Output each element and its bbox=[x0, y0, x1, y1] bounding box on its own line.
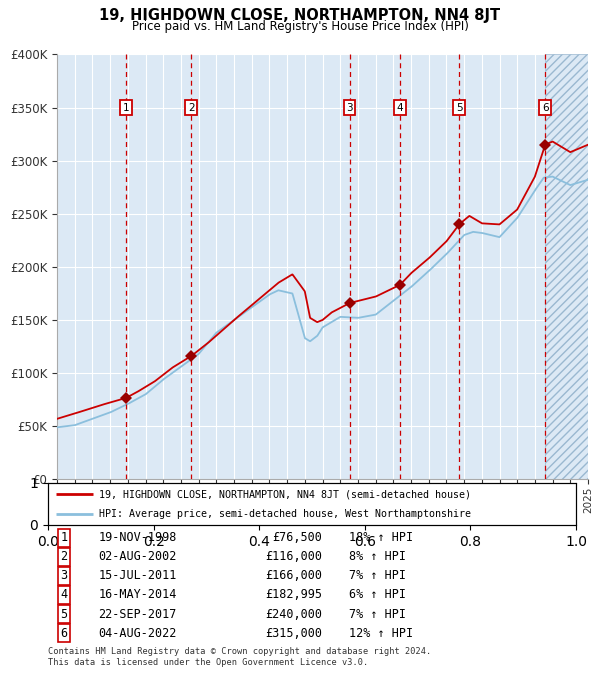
Text: 15-JUL-2011: 15-JUL-2011 bbox=[98, 569, 176, 583]
Text: 16-MAY-2014: 16-MAY-2014 bbox=[98, 588, 176, 602]
Text: 12% ↑ HPI: 12% ↑ HPI bbox=[349, 626, 413, 640]
Text: £116,000: £116,000 bbox=[266, 550, 323, 564]
Text: Contains HM Land Registry data © Crown copyright and database right 2024.: Contains HM Land Registry data © Crown c… bbox=[48, 647, 431, 656]
Text: 2: 2 bbox=[60, 550, 67, 564]
Text: £182,995: £182,995 bbox=[266, 588, 323, 602]
Text: 19, HIGHDOWN CLOSE, NORTHAMPTON, NN4 8JT: 19, HIGHDOWN CLOSE, NORTHAMPTON, NN4 8JT bbox=[100, 8, 500, 23]
Text: 02-AUG-2002: 02-AUG-2002 bbox=[98, 550, 176, 564]
Text: 1: 1 bbox=[60, 531, 67, 545]
Text: 6% ↑ HPI: 6% ↑ HPI bbox=[349, 588, 406, 602]
Text: £315,000: £315,000 bbox=[266, 626, 323, 640]
Text: Price paid vs. HM Land Registry's House Price Index (HPI): Price paid vs. HM Land Registry's House … bbox=[131, 20, 469, 33]
Text: 04-AUG-2022: 04-AUG-2022 bbox=[98, 626, 176, 640]
Text: 3: 3 bbox=[60, 569, 67, 583]
Text: HPI: Average price, semi-detached house, West Northamptonshire: HPI: Average price, semi-detached house,… bbox=[99, 509, 471, 519]
Text: 19, HIGHDOWN CLOSE, NORTHAMPTON, NN4 8JT (semi-detached house): 19, HIGHDOWN CLOSE, NORTHAMPTON, NN4 8JT… bbox=[99, 489, 471, 499]
Text: 7% ↑ HPI: 7% ↑ HPI bbox=[349, 607, 406, 621]
Text: 7% ↑ HPI: 7% ↑ HPI bbox=[349, 569, 406, 583]
Text: 1: 1 bbox=[122, 103, 129, 112]
Text: 8% ↑ HPI: 8% ↑ HPI bbox=[349, 550, 406, 564]
Text: £166,000: £166,000 bbox=[266, 569, 323, 583]
Text: 22-SEP-2017: 22-SEP-2017 bbox=[98, 607, 176, 621]
Text: 19-NOV-1998: 19-NOV-1998 bbox=[98, 531, 176, 545]
Text: This data is licensed under the Open Government Licence v3.0.: This data is licensed under the Open Gov… bbox=[48, 658, 368, 667]
Text: 3: 3 bbox=[346, 103, 353, 112]
Text: 5: 5 bbox=[60, 607, 67, 621]
Text: 4: 4 bbox=[397, 103, 403, 112]
Text: 4: 4 bbox=[60, 588, 67, 602]
Text: 6: 6 bbox=[60, 626, 67, 640]
Text: 6: 6 bbox=[542, 103, 548, 112]
Bar bbox=[545, 54, 588, 479]
Text: 18% ↑ HPI: 18% ↑ HPI bbox=[349, 531, 413, 545]
Text: 5: 5 bbox=[456, 103, 463, 112]
Text: 2: 2 bbox=[188, 103, 194, 112]
Text: £240,000: £240,000 bbox=[266, 607, 323, 621]
Text: £76,500: £76,500 bbox=[272, 531, 323, 545]
